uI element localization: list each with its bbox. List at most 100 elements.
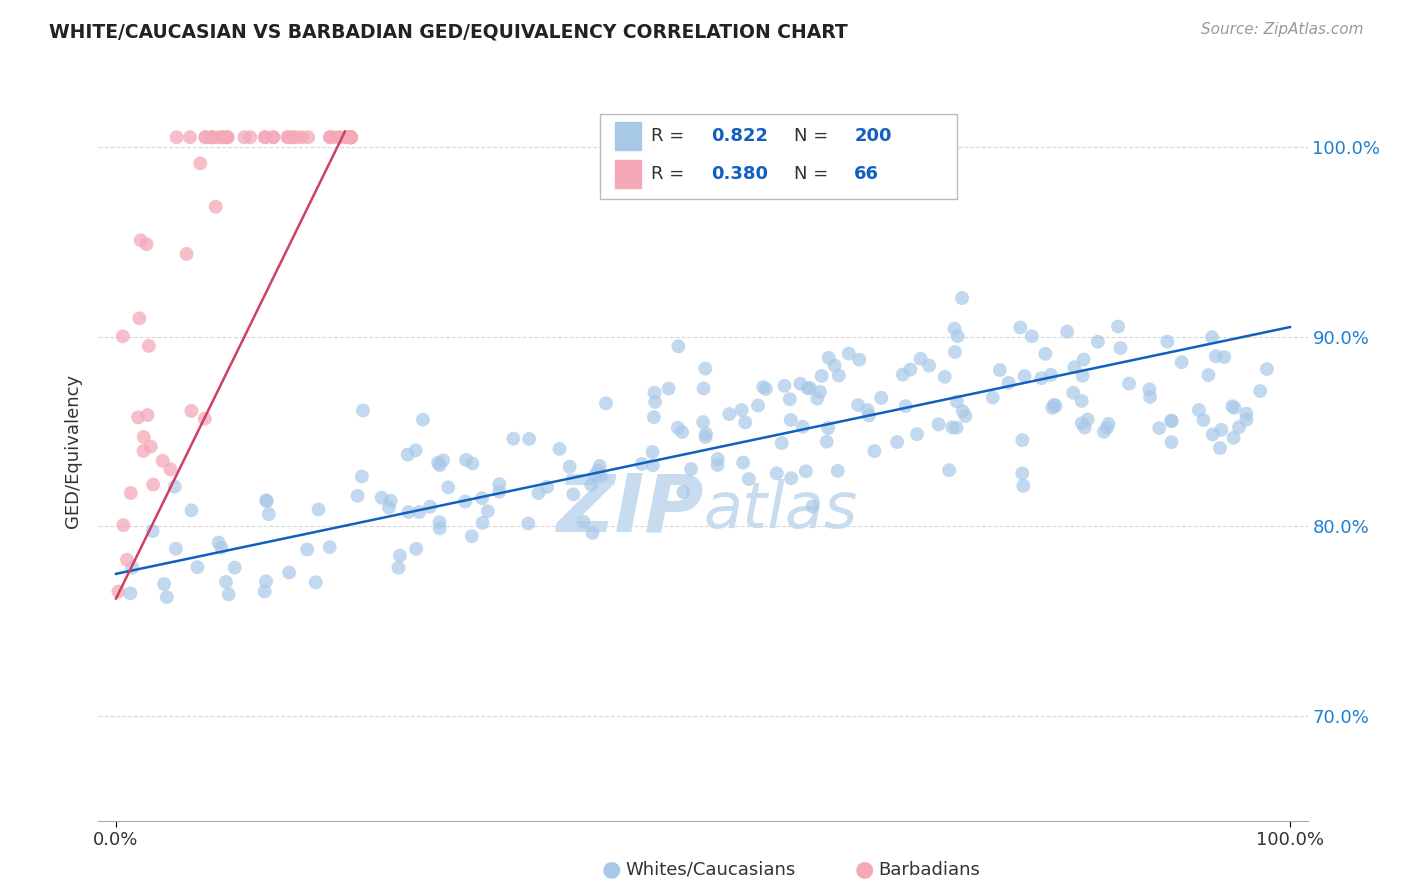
Point — [1011, 433, 1033, 447]
Point — [641, 458, 664, 473]
Point — [329, 130, 352, 145]
Point — [305, 575, 328, 590]
Point — [340, 130, 363, 145]
Point — [295, 542, 318, 557]
Point — [779, 392, 801, 407]
Point — [405, 541, 427, 556]
Text: N =: N = — [793, 127, 834, 145]
Point — [346, 489, 368, 503]
Point — [779, 413, 801, 427]
Point — [695, 361, 717, 376]
Point — [644, 385, 666, 400]
Point — [165, 541, 187, 556]
Point — [488, 477, 510, 491]
Point — [128, 311, 150, 326]
Text: N =: N = — [793, 165, 834, 183]
Point — [461, 529, 484, 543]
Point — [918, 359, 941, 373]
Point — [218, 587, 240, 601]
Point — [981, 391, 1004, 405]
Point — [558, 459, 581, 474]
Point — [115, 553, 138, 567]
Point — [643, 410, 665, 425]
Point — [1070, 416, 1092, 430]
Point — [201, 130, 224, 145]
Point — [319, 130, 342, 145]
Point — [340, 130, 363, 145]
Point — [142, 524, 165, 538]
Point — [166, 130, 188, 145]
Point — [1010, 320, 1032, 334]
Point — [340, 130, 363, 145]
Point — [370, 491, 392, 505]
Point — [142, 477, 165, 491]
Bar — [614, 161, 641, 188]
Point — [1040, 401, 1063, 415]
Point — [630, 457, 652, 471]
Point — [138, 339, 160, 353]
Point — [254, 493, 277, 508]
Point — [1234, 413, 1257, 427]
Point — [733, 456, 755, 470]
Point — [824, 359, 846, 373]
Text: atlas: atlas — [703, 479, 858, 541]
Point — [215, 130, 238, 145]
Point — [111, 329, 134, 343]
Point — [755, 382, 778, 396]
Point — [718, 407, 741, 421]
Point — [396, 448, 419, 462]
Point — [572, 515, 595, 529]
Point — [581, 525, 603, 540]
Point — [318, 540, 340, 554]
Point — [997, 376, 1019, 390]
Point — [583, 468, 606, 483]
Point — [1073, 420, 1095, 434]
Point — [562, 487, 585, 501]
Point — [121, 560, 143, 574]
Point — [194, 130, 217, 145]
Point — [387, 561, 409, 575]
Point — [706, 452, 728, 467]
Point — [136, 408, 159, 422]
Point — [308, 502, 330, 516]
Point — [536, 480, 558, 494]
Point — [412, 412, 434, 426]
Point — [1062, 385, 1084, 400]
Text: ●: ● — [602, 860, 621, 880]
Point — [752, 380, 775, 394]
Point — [810, 368, 832, 383]
Point — [208, 535, 231, 549]
Point — [201, 130, 224, 145]
Point — [527, 486, 550, 500]
Point — [1192, 413, 1215, 427]
Text: R =: R = — [651, 165, 690, 183]
Point — [340, 130, 363, 145]
Point — [856, 403, 879, 417]
Point — [517, 516, 540, 531]
Point — [194, 130, 217, 145]
Point — [322, 130, 344, 145]
Point — [204, 200, 226, 214]
Point — [1160, 435, 1182, 450]
Point — [799, 381, 821, 395]
Point — [734, 416, 756, 430]
Point — [827, 464, 849, 478]
Point — [780, 471, 803, 485]
Point — [946, 394, 969, 409]
Point — [1109, 341, 1132, 355]
Point — [950, 291, 973, 305]
Point — [934, 369, 956, 384]
Point — [1211, 423, 1233, 437]
Point — [794, 464, 817, 478]
Point — [1095, 421, 1118, 435]
Point — [217, 130, 239, 145]
Point — [132, 444, 155, 458]
Point — [120, 586, 142, 600]
Point — [319, 130, 342, 145]
Point — [429, 521, 451, 535]
Point — [808, 384, 831, 399]
Point — [796, 381, 818, 395]
Point — [828, 368, 851, 383]
Point — [1139, 390, 1161, 404]
Point — [1107, 319, 1129, 334]
